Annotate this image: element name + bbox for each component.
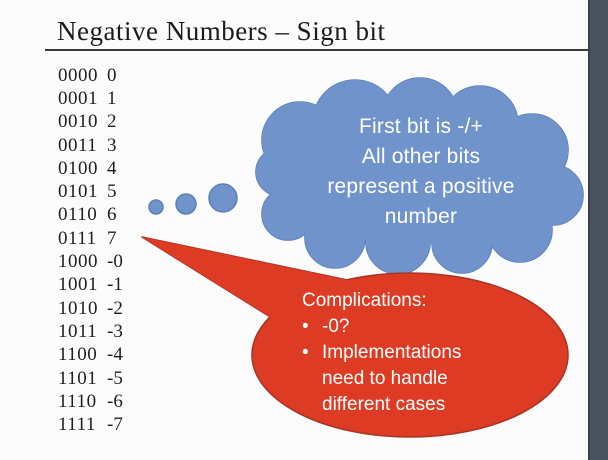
bullet-item: • Implementations need to handle differe… — [302, 340, 532, 418]
bullet-marker: • — [302, 342, 309, 363]
binary-value: 1100 — [58, 344, 98, 366]
table-row: 1010 -2 — [58, 297, 168, 320]
table-row: 0110 6 — [58, 204, 168, 227]
decimal-value: 7 — [107, 227, 117, 249]
bullet-item: • -0? — [302, 314, 532, 340]
binary-value: 1101 — [58, 367, 98, 389]
table-row: 0101 5 — [58, 180, 168, 203]
cloud-line: First bit is -/+ — [359, 115, 483, 138]
decimal-value: -7 — [107, 414, 123, 436]
binary-value: 1000 — [58, 251, 98, 273]
binary-value: 1011 — [58, 320, 98, 342]
table-row: 1100 -4 — [58, 344, 168, 367]
bullet-text: Implementations need to handle different… — [322, 342, 462, 415]
decimal-value: -2 — [107, 297, 123, 319]
table-row: 1001 -1 — [58, 274, 168, 297]
binary-value: 0100 — [58, 157, 98, 179]
decimal-value: 3 — [107, 134, 117, 156]
binary-value: 0110 — [58, 204, 98, 226]
table-row: 1111 -7 — [58, 413, 168, 436]
binary-value: 1010 — [58, 297, 98, 319]
decimal-value: -6 — [107, 390, 123, 412]
video-edge-bar — [588, 0, 608, 460]
bullet-text: -0? — [322, 316, 350, 337]
decimal-value: 0 — [107, 64, 117, 86]
decimal-value: 2 — [107, 111, 117, 133]
bullet-marker: • — [302, 316, 309, 337]
binary-value: 0001 — [58, 87, 98, 109]
binary-value: 0011 — [58, 134, 98, 156]
cloud-line: number — [384, 205, 458, 228]
decimal-value: 1 — [107, 87, 117, 109]
table-row: 0000 0 — [58, 64, 168, 87]
decimal-value: 4 — [107, 157, 117, 179]
decimal-value: 6 — [107, 204, 117, 226]
title-underline — [45, 49, 588, 51]
decimal-value: -0 — [107, 251, 123, 273]
red-callout-heading: Complications: — [302, 290, 427, 311]
binary-value: 0101 — [58, 181, 98, 203]
binary-value: 1110 — [58, 390, 97, 412]
decimal-value: 5 — [107, 181, 117, 203]
red-callout-text: Complications: • -0? • Implementations n… — [302, 288, 532, 418]
binary-value: 0111 — [58, 227, 97, 249]
table-row: 1101 -5 — [58, 367, 168, 390]
cloud-line: represent a positive — [327, 175, 515, 198]
table-row: 0100 4 — [58, 157, 168, 180]
table-row: 0010 2 — [58, 111, 168, 134]
binary-value: 1001 — [58, 274, 98, 296]
table-row: 0011 3 — [58, 134, 168, 157]
slide-title: Negative Numbers – Sign bit — [57, 16, 386, 46]
binary-value: 1111 — [58, 414, 96, 436]
binary-value: 0010 — [58, 111, 98, 133]
sign-magnitude-table: 0000 0 0001 1 0010 2 0011 3 0100 4 — [58, 64, 168, 437]
cloud-line: All other bits — [361, 145, 481, 168]
decimal-value: -5 — [107, 367, 123, 389]
decimal-value: -4 — [107, 344, 123, 366]
table-row: 1000 -0 — [58, 250, 168, 273]
table-row: 1011 -3 — [58, 320, 168, 343]
table-row: 1110 -6 — [58, 390, 168, 413]
decimal-value: -3 — [107, 320, 123, 342]
binary-value: 0000 — [58, 64, 98, 86]
table-row: 0111 7 — [58, 227, 168, 250]
decimal-value: -1 — [107, 274, 123, 296]
cloud-callout-text: First bit is -/+ All other bits represen… — [296, 112, 546, 232]
table-row: 0001 1 — [58, 87, 168, 110]
